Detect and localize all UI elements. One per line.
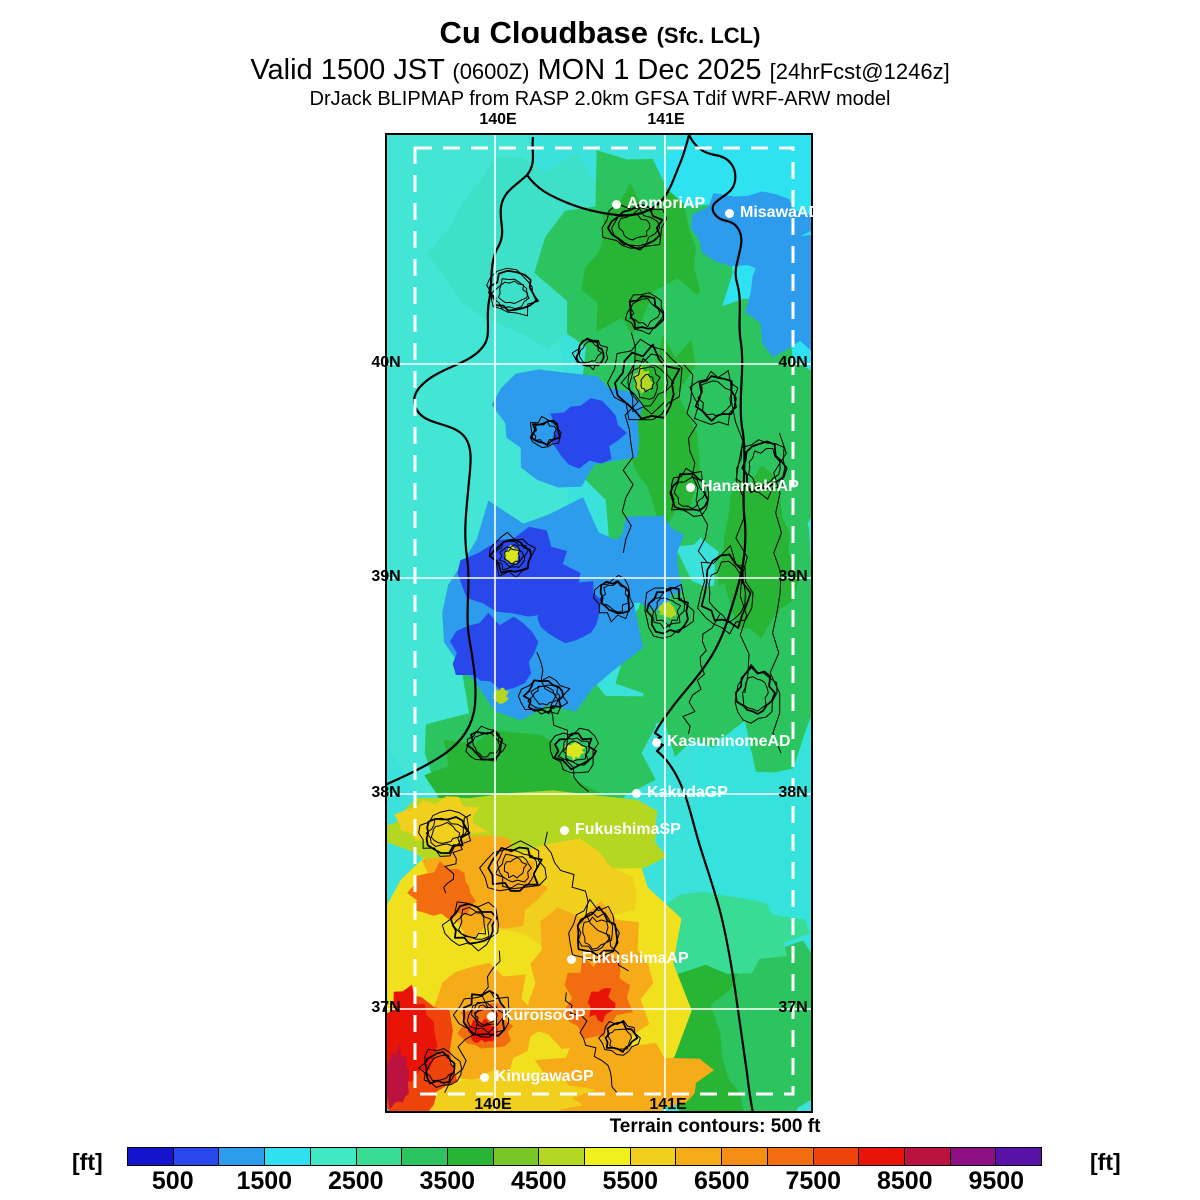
forecast-map[interactable]: AomoriAP MisawaAD HanamakiAP KasuminomeAD Ka… (385, 133, 813, 1113)
station-dot (725, 208, 734, 218)
lat-label-left-39n: 39N (371, 568, 401, 585)
station-marker-misawaad: MisawaAD (725, 204, 813, 222)
station-dot (686, 482, 695, 492)
lon-label-top-140e: 140E (479, 111, 517, 128)
station-dot (560, 825, 569, 835)
colorbar-cell (721, 1148, 767, 1165)
model-line: DrJack BLIPMAP from RASP 2.0km GFSA Tdif… (309, 88, 891, 111)
valid-zulu: (0600Z) (452, 58, 530, 84)
colorbar-cell (584, 1148, 630, 1165)
colorbar-cell (355, 1148, 402, 1165)
colorbar-cell (995, 1148, 1042, 1165)
colorbar-cell (401, 1148, 447, 1165)
colorbar-tick-label: 2500 (327, 1167, 384, 1195)
station-marker-fukushimasp: FukushimaSP (560, 821, 681, 839)
model-domain-box (413, 146, 795, 1096)
station-marker-kasuminomead: KasuminomeAD (652, 733, 791, 751)
colorbar-tick-label: 500 (151, 1167, 194, 1195)
station-dot (632, 788, 641, 798)
colorbar-tick-label: 4500 (510, 1167, 567, 1195)
lat-label-right-40n: 40N (778, 354, 808, 371)
station-label: KinugawaGP (495, 1068, 594, 1085)
coastline (385, 136, 535, 787)
station-marker-kinugawagp: KinugawaGP (480, 1068, 594, 1086)
legend-units-right: [ft] (1090, 1149, 1121, 1175)
terrain-contours-note: Terrain contours: 500 ft (609, 1116, 821, 1137)
title-main: Cu Cloudbase (439, 15, 648, 50)
colorbar-cell (492, 1148, 539, 1165)
colorbar-cell (812, 1148, 859, 1165)
lat-label-right-38n: 38N (778, 784, 808, 801)
station-label: KasuminomeAD (667, 733, 791, 750)
station-label: KuroisoGP (502, 1007, 586, 1024)
station-dot (487, 1011, 496, 1021)
colorbar-tick-label: 1500 (236, 1167, 293, 1195)
station-dot (480, 1072, 489, 1082)
colorbar-tick-label: 9500 (968, 1167, 1025, 1195)
page-title: Cu Cloudbase (Sfc. LCL) (0, 15, 1200, 51)
lat-label-left-38n: 38N (371, 784, 401, 801)
station-dot (612, 199, 621, 209)
colorbar-tick-label: 8500 (876, 1167, 933, 1195)
colorbar-tick-label: 3500 (419, 1167, 476, 1195)
station-label: FukushimaAP (582, 950, 689, 967)
station-label: HanamakiAP (701, 478, 799, 495)
header: Cu Cloudbase (Sfc. LCL) Valid 1500 JST (… (0, 15, 1200, 111)
lon-label-bottom-140e: 140E (474, 1096, 512, 1113)
colorbar-cell (858, 1148, 904, 1165)
valid-line: Valid 1500 JST (0600Z) MON 1 Dec 2025 [2… (0, 54, 1200, 86)
station-marker-kakudagp: KakudaGP (632, 784, 728, 802)
station-label: KakudaGP (647, 784, 728, 801)
forecast-offset: [24hrFcst@1246z] (769, 58, 950, 84)
lat-label-right-39n: 39N (778, 568, 808, 585)
colorbar-cell (218, 1148, 265, 1165)
colorbar-cell (264, 1148, 310, 1165)
colorbar-cell (949, 1148, 996, 1165)
valid-date: MON 1 Dec 2025 (537, 53, 762, 86)
colorbar-cell (629, 1148, 676, 1165)
lat-label-left-37n: 37N (371, 999, 401, 1016)
coastline (526, 134, 691, 217)
colorbar-cell (128, 1148, 173, 1165)
colorbar-cell (446, 1148, 493, 1165)
title-suffix: (Sfc. LCL) (656, 23, 761, 48)
station-label: AomoriAP (627, 195, 706, 212)
colorbar (127, 1147, 1042, 1166)
station-label: MisawaAD (740, 204, 813, 221)
station-marker-aomoriap: AomoriAP (612, 195, 705, 213)
lon-label-top-141e: 141E (647, 111, 685, 128)
station-marker-fukushimaap: FukushimaAP (567, 950, 689, 968)
colorbar-cell (309, 1148, 356, 1165)
colorbar-cell (538, 1148, 585, 1165)
legend-units-left: [ft] (72, 1149, 103, 1175)
colorbar-cell (675, 1148, 722, 1165)
valid-time: Valid 1500 JST (250, 53, 445, 86)
colorbar-cell (903, 1148, 950, 1165)
station-marker-hanamakiap: HanamakiAP (686, 478, 799, 496)
coastline (651, 134, 755, 1113)
lat-label-right-37n: 37N (778, 999, 808, 1016)
colorbar-cell (172, 1148, 219, 1165)
station-dot (567, 954, 576, 964)
station-marker-kuroisogp: KuroisoGP (487, 1007, 586, 1025)
colorbar-cell (766, 1148, 813, 1165)
station-dot (652, 737, 661, 747)
colorbar-tick-label: 6500 (693, 1167, 750, 1195)
lat-label-left-40n: 40N (371, 354, 401, 371)
station-label: FukushimaSP (575, 821, 681, 838)
lon-label-bottom-141e: 141E (649, 1096, 687, 1113)
colorbar-tick-label: 7500 (785, 1167, 842, 1195)
map-canvas (385, 133, 813, 1113)
colorbar-tick-label: 5500 (602, 1167, 659, 1195)
